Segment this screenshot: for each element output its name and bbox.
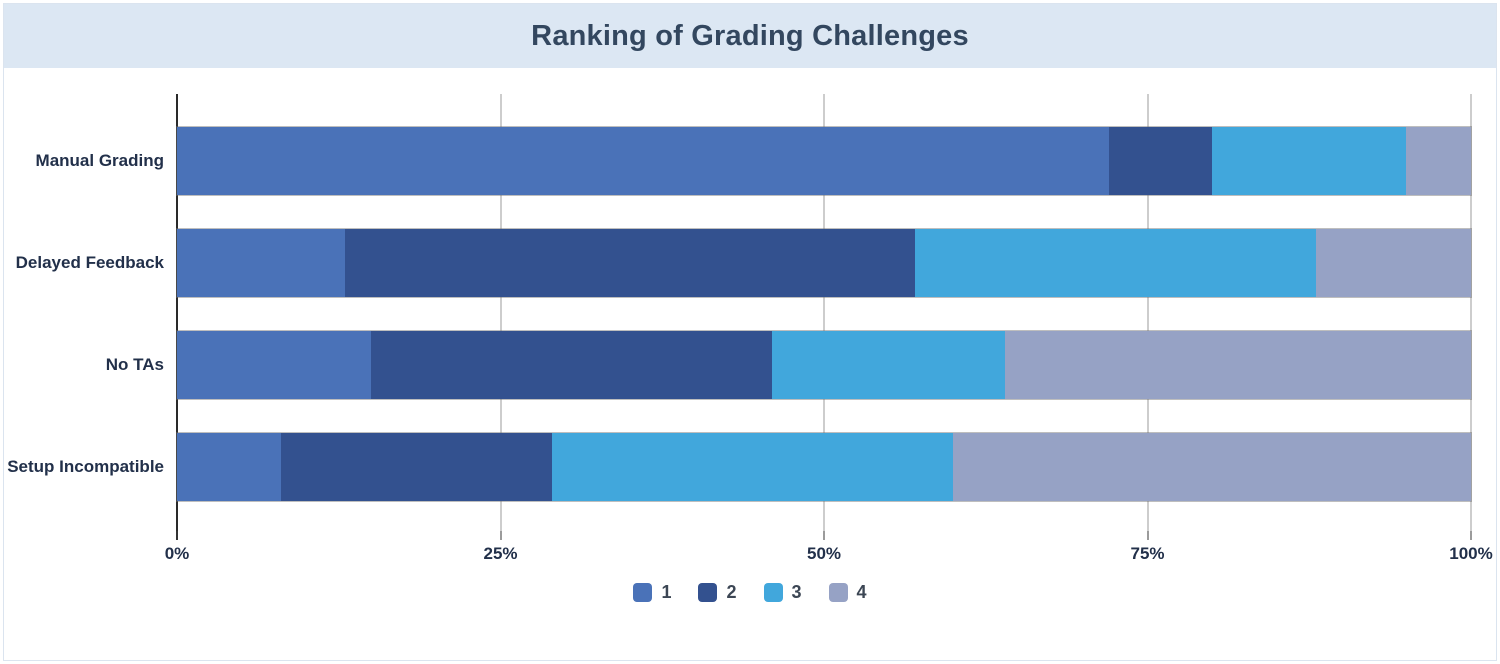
bar-rows: Manual Grading Delayed Feedback No TAs Setu…	[7, 94, 1471, 531]
category-label: No TAs	[105, 355, 164, 374]
gridline	[823, 94, 825, 531]
legend-label: 3	[791, 581, 802, 602]
bar-row: Delayed Feedback	[16, 229, 1471, 297]
bar-segment[interactable]	[552, 433, 954, 501]
x-axis-tick-mark	[1146, 531, 1149, 540]
stacked-bar	[177, 229, 1471, 297]
gridline	[1470, 94, 1472, 531]
x-axis-tick-mark	[1470, 531, 1472, 540]
legend-label: 4	[856, 581, 867, 602]
x-axis-tick-label: 75%	[1130, 544, 1165, 563]
x-axis-tick-label: 0%	[164, 544, 190, 563]
legend-item[interactable]: 3	[763, 581, 802, 603]
stacked-bar	[177, 433, 1471, 501]
legend-item[interactable]: 1	[633, 582, 671, 603]
bar-row: No TAs	[106, 331, 1471, 399]
x-axis-tick-label: 100%	[1449, 544, 1493, 563]
bar-segment[interactable]	[177, 331, 372, 399]
bar-segment[interactable]	[371, 331, 773, 399]
bar-segment[interactable]	[953, 433, 1471, 501]
stacked-bar	[177, 331, 1471, 399]
bar-segment[interactable]	[177, 127, 1109, 195]
legend-swatch	[633, 582, 653, 602]
x-axis-tick-mark	[499, 531, 502, 540]
bar-row: Manual Grading	[36, 127, 1471, 195]
stacked-bar	[177, 127, 1471, 195]
legend-swatch	[763, 582, 783, 602]
bar-segment[interactable]	[1406, 127, 1471, 195]
chart-header: Ranking of Grading Challenges	[4, 4, 1496, 68]
bar-segment[interactable]	[177, 433, 281, 501]
category-label: Setup Incompatible	[7, 457, 164, 476]
legend-item[interactable]: 4	[828, 581, 867, 603]
y-axis-line	[176, 94, 178, 531]
legend-swatch	[828, 582, 848, 602]
bar-segment[interactable]	[1315, 229, 1471, 297]
bar-segment[interactable]	[1005, 331, 1471, 399]
legend-label: 1	[661, 581, 672, 602]
chart-title: Ranking of Grading Challenges	[531, 19, 969, 52]
chart-card: Ranking of Grading Challenges Manual Gra…	[3, 3, 1497, 661]
legend-item[interactable]: 2	[698, 581, 737, 603]
bar-segment[interactable]	[345, 229, 915, 297]
legend-swatch	[698, 582, 718, 602]
bar-segment[interactable]	[280, 433, 553, 501]
bar-segment[interactable]	[1108, 127, 1213, 195]
gridline	[499, 94, 502, 531]
bar-segment[interactable]	[1212, 127, 1407, 195]
x-axis-tick-mark	[176, 531, 178, 540]
bar-row: Setup Incompatible	[7, 433, 1471, 501]
x-axis-tick-label: 25%	[483, 544, 518, 563]
category-label: Delayed Feedback	[15, 253, 164, 272]
x-axis-tick-mark	[823, 531, 825, 540]
bar-segment[interactable]	[772, 331, 1006, 399]
plot-area: Manual Grading Delayed Feedback No TAs Setu…	[7, 94, 1493, 563]
bar-segment[interactable]	[914, 229, 1316, 297]
gridlines	[177, 94, 1472, 531]
x-axis-tick-label: 50%	[806, 544, 842, 563]
gridline	[1146, 94, 1149, 531]
legend-label: 2	[726, 581, 737, 602]
category-label: Manual Grading	[35, 151, 164, 170]
legend: 1 2 3 4	[4, 580, 1496, 604]
bar-segment[interactable]	[177, 229, 346, 297]
